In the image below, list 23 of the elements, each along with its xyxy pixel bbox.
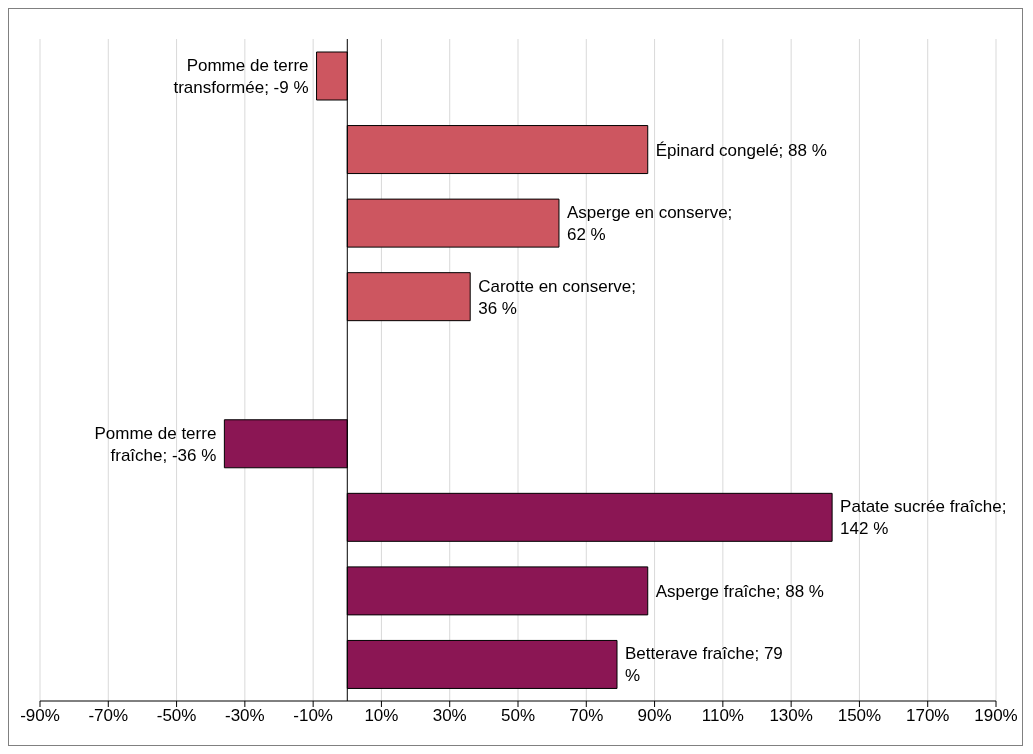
x-tick-label: 190% (974, 706, 1018, 726)
x-tick-label: 110% (701, 706, 744, 726)
data-label: Pomme de terre transformée; -9 % (173, 55, 309, 97)
x-tick-label: 130% (769, 706, 813, 726)
x-tick-label: 170% (905, 706, 950, 726)
x-tick-label: -30% (225, 706, 265, 726)
x-tick-label: -50% (156, 706, 197, 726)
x-tick-label: -90% (20, 706, 60, 726)
data-label: Épinard congelé; 88 % (655, 140, 827, 160)
data-label: Betterave fraîche; 79 % (625, 643, 783, 685)
x-tick-label: -70% (88, 706, 129, 726)
x-tick-label: 30% (432, 706, 467, 726)
data-label: Asperge en conserve; 62 % (566, 202, 733, 244)
data-label: Asperge fraîche; 88 % (655, 581, 824, 601)
x-tick-label: -10% (293, 706, 333, 726)
x-tick-label: 90% (637, 706, 672, 726)
x-tick-label: 70% (569, 706, 604, 726)
data-label: Carotte en conserve; 36 % (478, 276, 637, 318)
x-tick-label: 150% (837, 706, 882, 726)
data-label: Patate sucrée fraîche; 142 % (840, 496, 1007, 538)
x-tick-label: 50% (500, 706, 536, 726)
data-label: Pomme de terre fraîche; -36 % (94, 423, 217, 465)
x-tick-label: 10% (364, 706, 399, 726)
